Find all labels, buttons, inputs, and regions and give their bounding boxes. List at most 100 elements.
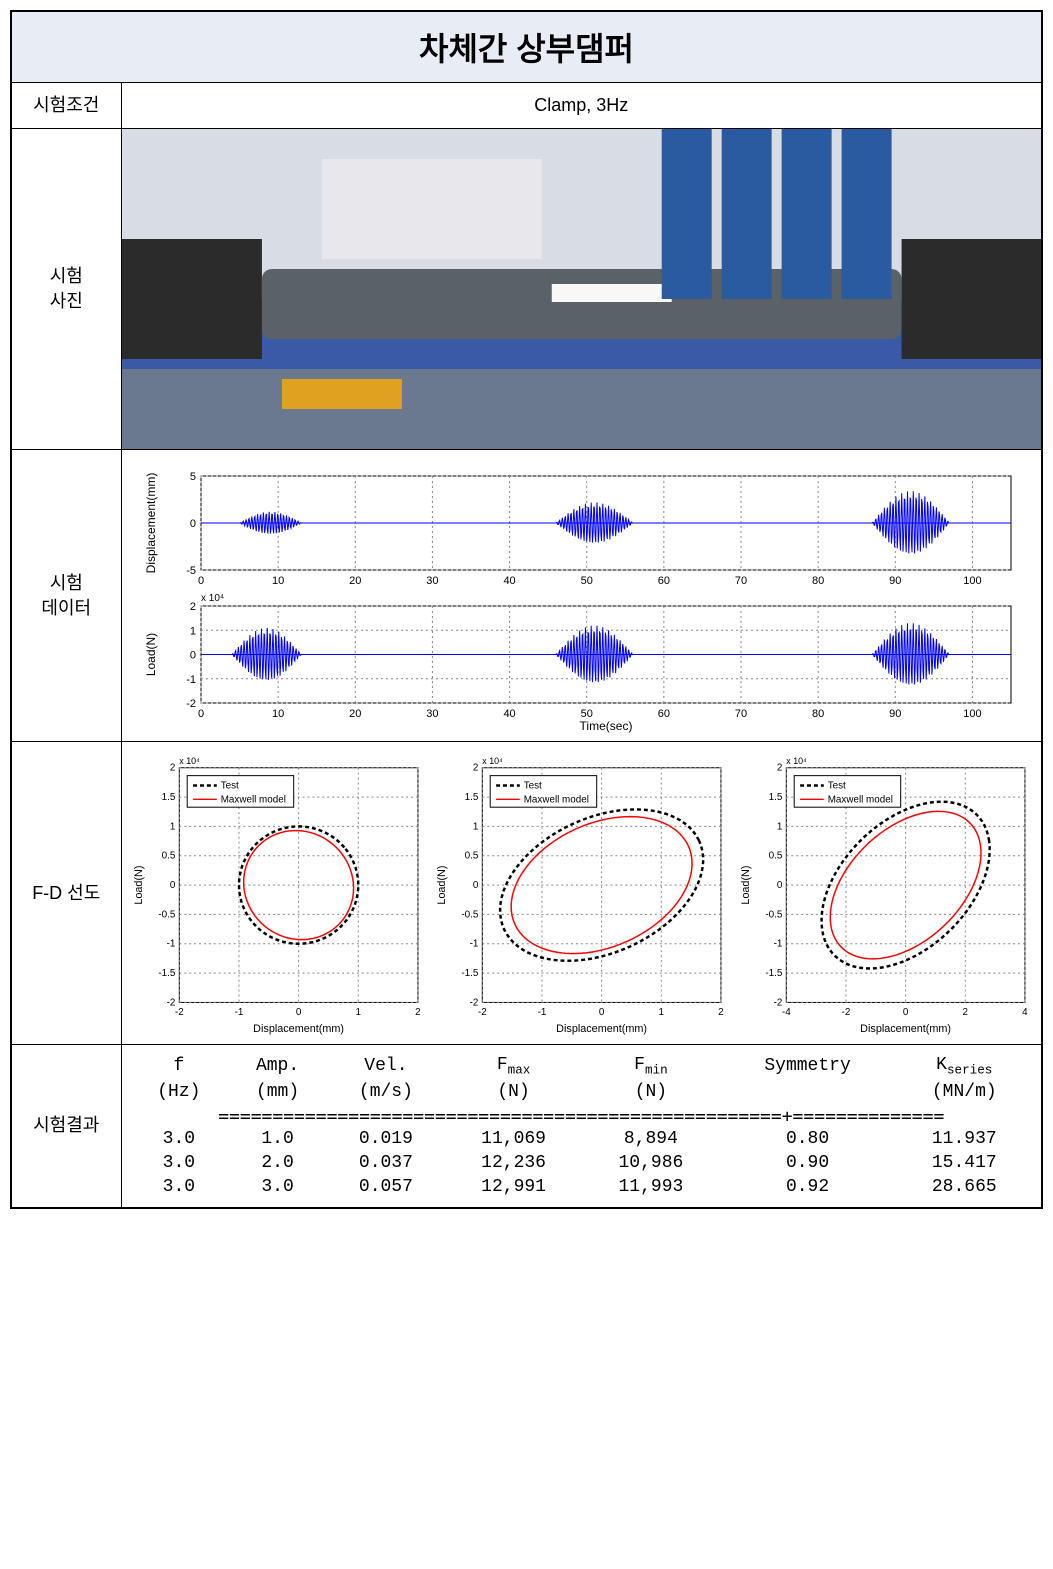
svg-text:40: 40 [504, 708, 516, 720]
test-photo-placeholder [122, 129, 1042, 449]
results-cell: fAmp.Vel.FmaxFminSymmetryKseries(Hz)(mm)… [121, 1045, 1042, 1208]
timeseries-container: 0102030405060708090100-505Displacement(m… [130, 458, 1034, 733]
svg-text:Displacement(mm): Displacement(mm) [253, 1023, 344, 1035]
svg-text:20: 20 [349, 575, 361, 587]
svg-text:Load(N): Load(N) [132, 866, 144, 905]
results-cell: 0.019 [327, 1127, 445, 1151]
results-unit: (m/s) [327, 1080, 445, 1106]
svg-text:-5: -5 [186, 565, 196, 577]
svg-text:Load(N): Load(N) [144, 633, 158, 676]
fd-panel: -2-1012-2-1.5-1-0.500.511.52TestMaxwell … [130, 750, 426, 1036]
results-header: Amp. [228, 1053, 327, 1080]
svg-text:0: 0 [198, 575, 204, 587]
results-sep: ========================================… [130, 1106, 1034, 1127]
svg-text:Maxwell model: Maxwell model [220, 794, 285, 805]
svg-text:-1: -1 [470, 939, 479, 950]
svg-text:40: 40 [504, 575, 516, 587]
svg-text:Test: Test [524, 781, 542, 792]
results-cell: 3.0 [130, 1175, 229, 1199]
results-data-row: 3.01.00.01911,0698,8940.8011.937 [130, 1127, 1034, 1151]
svg-text:1: 1 [777, 822, 782, 833]
svg-text:2: 2 [473, 763, 478, 774]
svg-text:10: 10 [272, 708, 284, 720]
svg-text:-2: -2 [774, 998, 783, 1009]
results-header: Fmin [582, 1053, 719, 1080]
results-data-row: 3.02.00.03712,23610,9860.9015.417 [130, 1151, 1034, 1175]
svg-text:4: 4 [1022, 1007, 1028, 1018]
results-header: Symmetry [720, 1053, 896, 1080]
svg-text:0.5: 0.5 [161, 851, 175, 862]
svg-text:x 10⁴: x 10⁴ [483, 756, 504, 766]
results-cell: 3.0 [130, 1127, 229, 1151]
svg-text:20: 20 [349, 708, 361, 720]
svg-text:1: 1 [190, 625, 196, 637]
svg-text:2: 2 [963, 1007, 968, 1018]
svg-text:Load(N): Load(N) [436, 866, 448, 905]
svg-text:-0.5: -0.5 [462, 910, 480, 921]
results-units-row: (Hz)(mm)(m/s)(N)(N)(MN/m) [130, 1080, 1034, 1106]
svg-text:-1: -1 [538, 1007, 547, 1018]
svg-text:Test: Test [220, 781, 238, 792]
fd-panel: -2-1012-2-1.5-1-0.500.511.52TestMaxwell … [433, 750, 729, 1036]
svg-text:-2: -2 [478, 1007, 487, 1018]
fd-container: -2 -1 0 1 2 -2 -1.5 -1 -0.5 0 0.5 1 1.5 2 Test Maxwell … [130, 750, 1034, 1036]
results-header: f [130, 1053, 229, 1080]
fd-cell: -2 -1 0 1 2 -2 -1.5 -1 -0.5 0 0.5 1 1.5 2 Test Maxwell … [121, 742, 1042, 1045]
svg-text:10: 10 [272, 575, 284, 587]
results-cell: 10,986 [582, 1151, 719, 1175]
svg-text:90: 90 [889, 575, 901, 587]
svg-text:Load(N): Load(N) [740, 866, 752, 905]
condition-label: 시험조건 [11, 83, 121, 129]
results-cell: 3.0 [228, 1175, 327, 1199]
svg-text:2: 2 [169, 763, 174, 774]
svg-text:-1: -1 [774, 939, 783, 950]
results-cell: 0.80 [720, 1127, 896, 1151]
svg-text:2: 2 [777, 763, 782, 774]
svg-text:-1.5: -1.5 [462, 968, 480, 979]
results-cell: 11,993 [582, 1175, 719, 1199]
results-table: fAmp.Vel.FmaxFminSymmetryKseries(Hz)(mm)… [130, 1053, 1034, 1199]
svg-text:50: 50 [581, 575, 593, 587]
svg-text:1: 1 [169, 822, 174, 833]
svg-text:1: 1 [355, 1007, 360, 1018]
photo-label: 시험사진 [11, 129, 121, 450]
svg-text:x 10⁴: x 10⁴ [786, 756, 807, 766]
photo-label-text: 시험사진 [50, 266, 83, 311]
photo-cell [121, 129, 1042, 450]
results-cell: 0.92 [720, 1175, 896, 1199]
results-header: Vel. [327, 1053, 445, 1080]
results-cell: 11,069 [445, 1127, 582, 1151]
svg-text:80: 80 [812, 708, 824, 720]
svg-text:2: 2 [719, 1007, 724, 1018]
svg-text:0.5: 0.5 [465, 851, 479, 862]
results-cell: 3.0 [130, 1151, 229, 1175]
svg-text:0: 0 [295, 1007, 301, 1018]
svg-text:x 10⁴: x 10⁴ [201, 593, 224, 604]
svg-text:0: 0 [169, 880, 175, 891]
svg-text:1: 1 [473, 822, 478, 833]
svg-text:Displacement(mm): Displacement(mm) [144, 473, 158, 574]
svg-text:30: 30 [427, 575, 439, 587]
results-cell: 1.0 [228, 1127, 327, 1151]
svg-text:0: 0 [777, 880, 783, 891]
svg-text:1.5: 1.5 [465, 792, 479, 803]
title-cell: 차체간 상부댐퍼 [11, 11, 1042, 83]
fd-panel: -4-2024-2-1.5-1-0.500.511.52TestMaxwell … [737, 750, 1033, 1036]
svg-text:-2: -2 [842, 1007, 851, 1018]
svg-text:-1.5: -1.5 [158, 968, 176, 979]
results-unit: (MN/m) [896, 1080, 1033, 1106]
svg-text:-2: -2 [186, 698, 196, 710]
results-cell: 0.037 [327, 1151, 445, 1175]
svg-text:1: 1 [659, 1007, 664, 1018]
svg-text:-1: -1 [186, 674, 196, 686]
svg-text:5: 5 [190, 471, 196, 483]
fd-label: F-D 선도 [11, 742, 121, 1045]
svg-text:2: 2 [415, 1007, 420, 1018]
timeseries-cell: 0102030405060708090100-505Displacement(m… [121, 450, 1042, 742]
svg-text:-0.5: -0.5 [158, 910, 176, 921]
svg-text:0: 0 [473, 880, 479, 891]
data-label-text: 시험데이터 [41, 573, 91, 618]
svg-text:1.5: 1.5 [161, 792, 175, 803]
svg-text:-0.5: -0.5 [766, 910, 784, 921]
results-unit: (N) [582, 1080, 719, 1106]
